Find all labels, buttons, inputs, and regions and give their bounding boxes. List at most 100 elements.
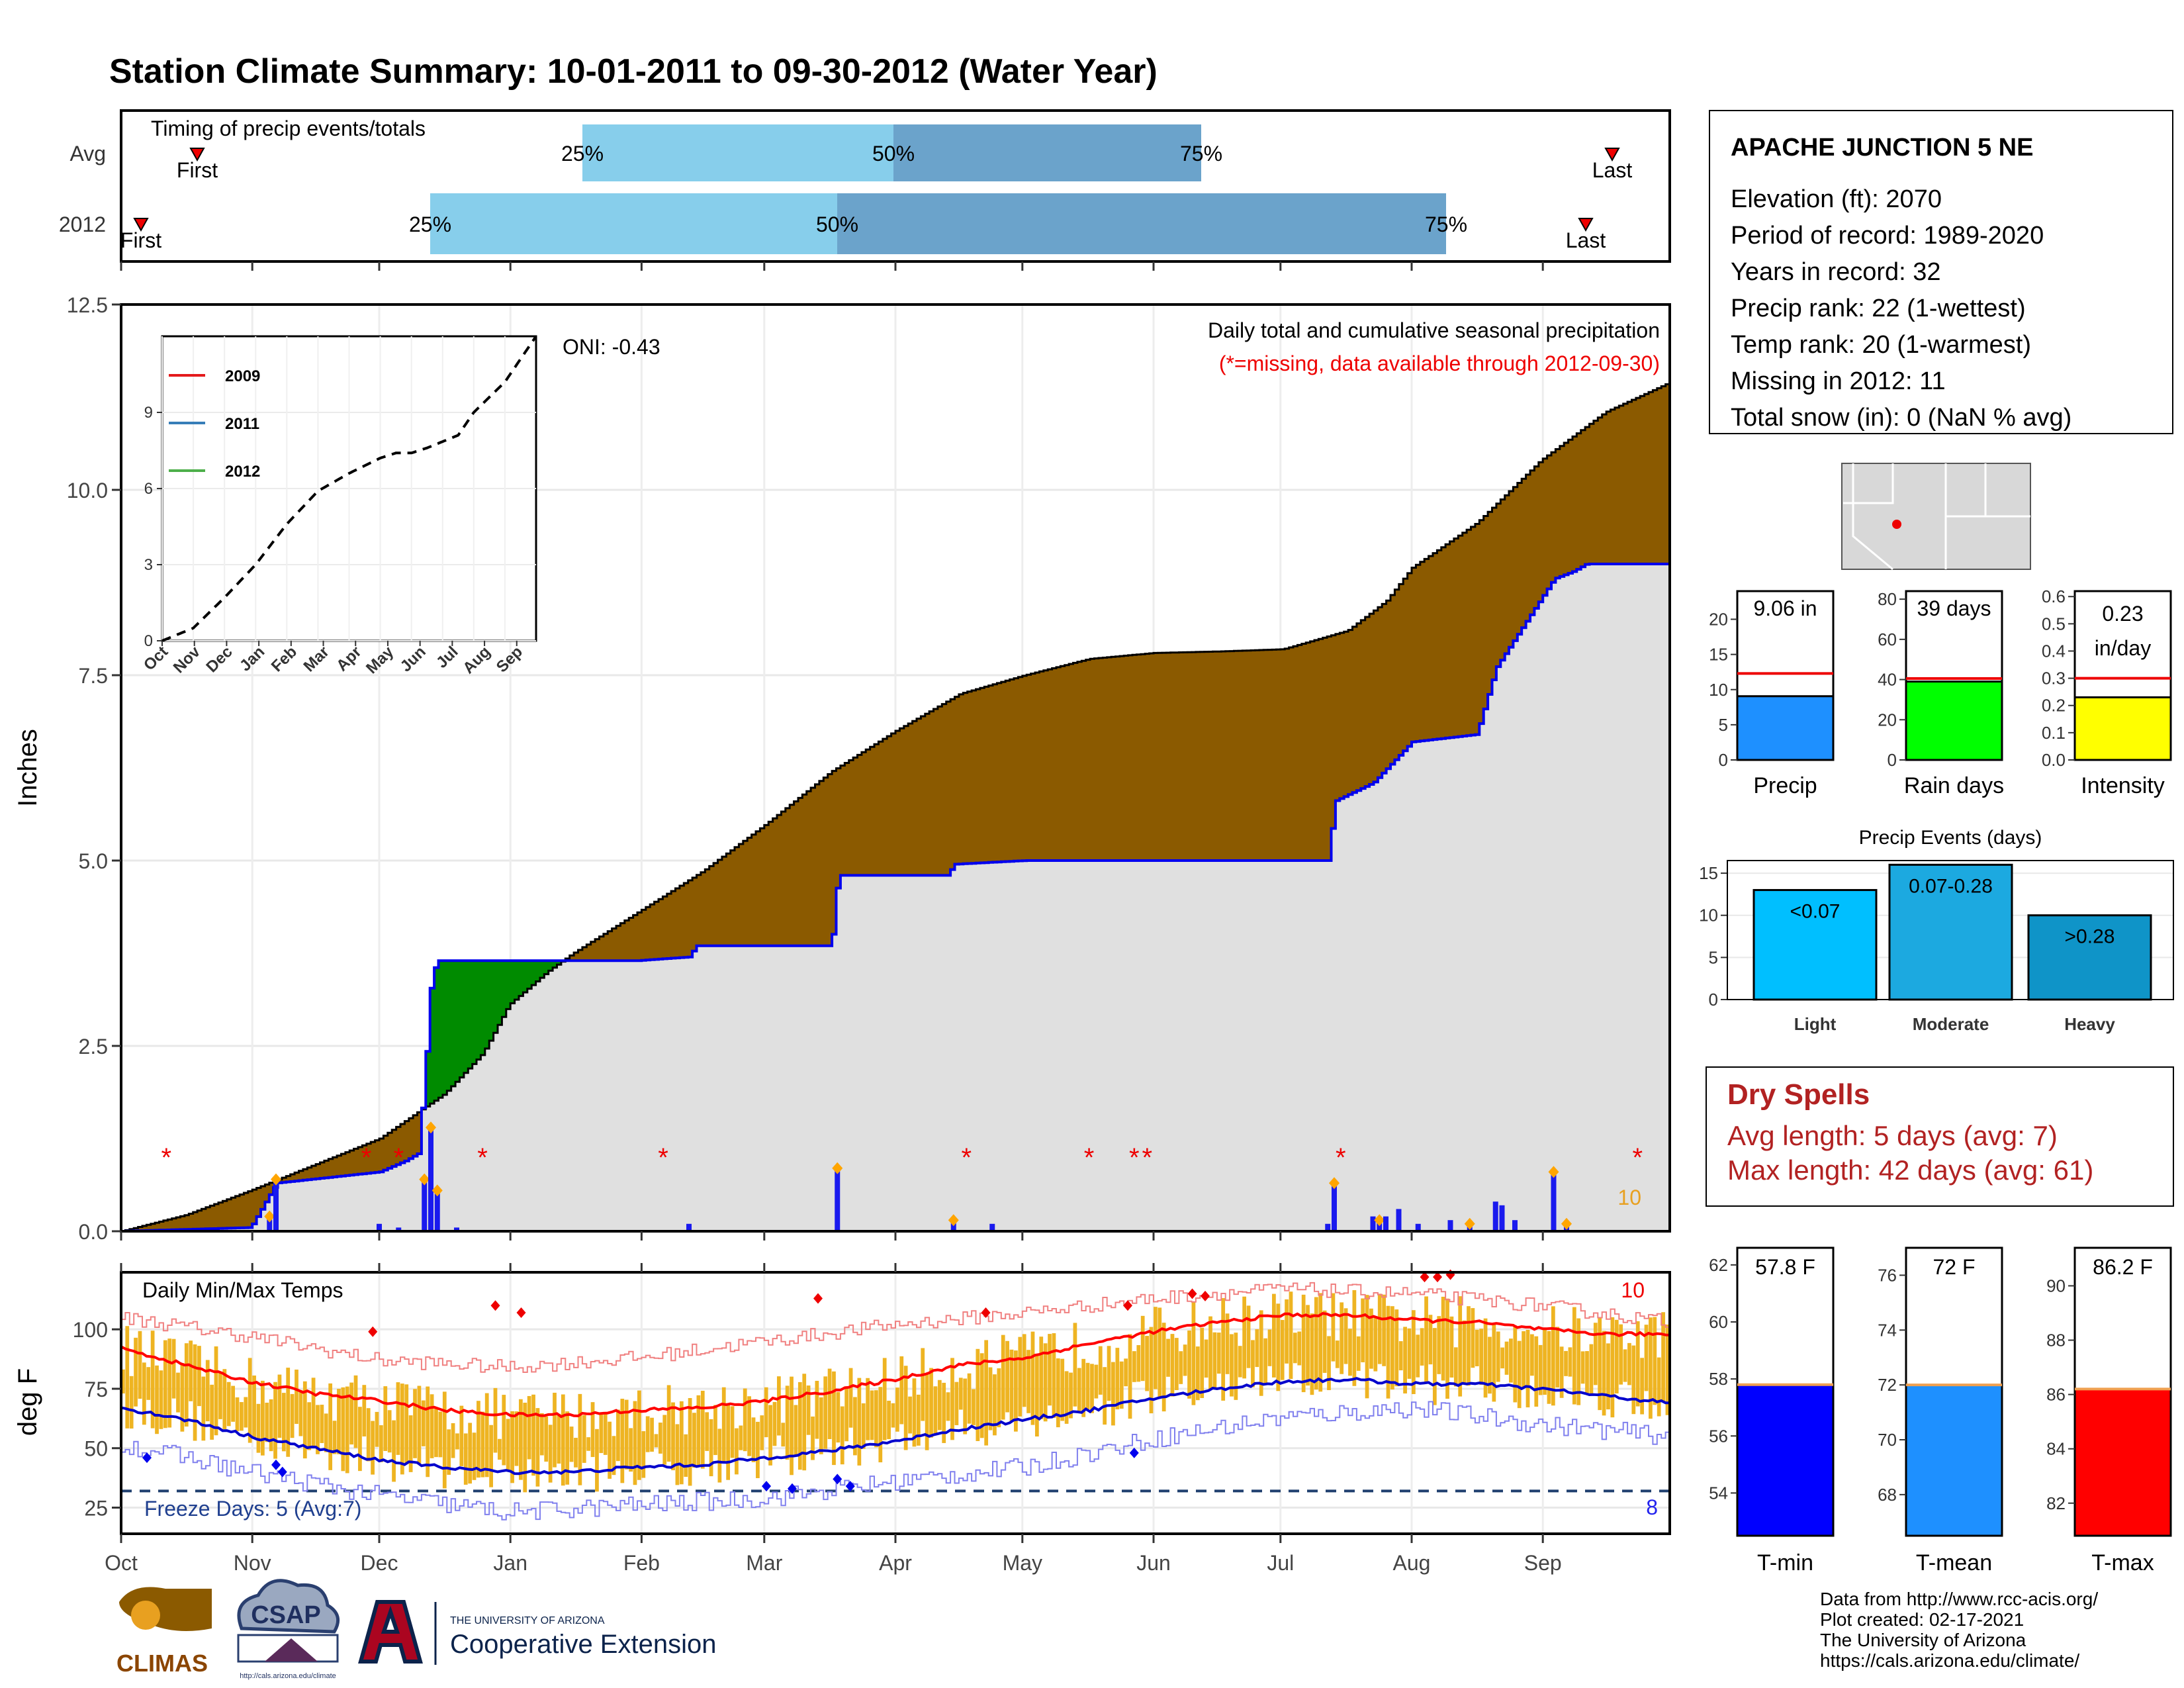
month-label: Jun [1136,1551,1171,1575]
daily-temp-bar [477,1401,480,1478]
missing-data-marker: * [1336,1143,1346,1172]
daily-temp-bar [933,1386,938,1434]
temp-summary-value: 72 F [1933,1255,1975,1279]
daily-temp-bar [1166,1338,1170,1377]
station-line-years: Years in record: 32 [1731,258,1941,286]
daily-temp-bar [463,1433,468,1485]
daily-temp-bar [277,1374,282,1438]
station-name: APACHE JUNCTION 5 NE [1731,134,2033,162]
daily-temp-bar [1340,1302,1344,1374]
daily-temp-bar [544,1416,549,1462]
daily-temp-bar [1525,1329,1530,1408]
daily-temp-bar [1064,1371,1069,1424]
y2012-first-marker [133,218,149,232]
daily-temp-bar [595,1429,599,1492]
daily-temp-bar [578,1393,582,1485]
daily-temp-bar [1310,1313,1314,1395]
daily-temp-bar [1471,1308,1475,1368]
temp-count-min: 8 [1646,1495,1658,1519]
daily-temp-bar [1170,1334,1175,1397]
inset-xtick-label: Jul [433,643,462,672]
daily-temp-bar [1255,1329,1259,1368]
daily-temp-bar [1390,1306,1394,1390]
daily-temp-bar [1161,1323,1166,1412]
record-precip-marker [432,1184,443,1197]
daily-temp-bar [341,1387,345,1472]
daily-temp-bar [1386,1305,1390,1399]
daily-temp-bar [666,1385,671,1462]
daily-precip-bar [989,1223,995,1231]
daily-temp-bar [1580,1351,1585,1384]
daily-temp-bar [976,1348,980,1442]
daily-temp-bar [459,1405,464,1466]
temp-summary-ytick-label: 58 [1709,1369,1728,1389]
daily-temp-bar [1449,1316,1454,1378]
daily-precip-bar [1370,1216,1376,1231]
daily-precip-bar [835,1168,841,1231]
daily-temp-bar [760,1415,764,1450]
dry-spells-box: Dry Spells Avg length: 5 days (avg: 7) M… [1706,1066,2174,1207]
avg-first-marker [189,148,205,162]
temp-summary-ytick-label: 76 [1878,1265,1897,1285]
average-min-line [120,1377,1670,1476]
daily-temp-bar [1056,1358,1060,1428]
daily-temp-bar [925,1374,929,1450]
daily-temp-bar [328,1383,333,1470]
daily-temp-bar [1280,1320,1285,1380]
daily-temp-bar [447,1429,451,1475]
daily-temp-bar [125,1326,130,1429]
daily-temp-bar [472,1432,477,1480]
daily-temp-bar [290,1393,295,1438]
events-ytick-label: 5 [1709,947,1718,967]
daily-temp-bar [366,1408,371,1462]
events-bar-label: Moderate [1913,1014,1989,1034]
record-high-marker [981,1307,991,1319]
inset-legend-label: 2012 [225,463,260,481]
daily-temp-bar [1445,1298,1449,1399]
daily-temp-bar [1098,1346,1103,1395]
daily-temp-bar [1251,1340,1255,1387]
daily-temp-bar [590,1402,595,1458]
temp-summary-value: 57.8 F [1755,1255,1815,1279]
temp-summary-ytick-label: 82 [2046,1493,2066,1513]
inset-xtick-label: May [363,643,398,678]
daily-temp-bar [222,1369,227,1430]
daily-temp-bar [870,1390,874,1440]
oni-label: ONI: -0.43 [563,335,660,359]
daily-temp-bar [1475,1329,1479,1366]
mini-bar-ytick-label: 15 [1709,645,1728,665]
daily-temp-bar [1398,1341,1403,1371]
footer-university: The University of Arizona [1820,1630,2026,1650]
daily-temp-bar [265,1402,269,1442]
ua-logo-line1: THE UNIVERSITY OF ARIZONA [450,1615,605,1626]
daily-temp-bar [155,1365,159,1434]
daily-temp-bar [662,1415,667,1465]
daily-temp-bar [167,1338,172,1428]
mini-bar-ytick-label: 40 [1878,670,1897,690]
daily-temp-bar [1140,1315,1145,1382]
precip-ytick-label: 10.0 [67,479,108,502]
daily-temp-bar [675,1424,680,1485]
footer-url: https://cals.arizona.edu/climate/ [1820,1650,2079,1671]
daily-temp-bar [569,1427,574,1462]
station-line-elevation: Elevation (ft): 2070 [1731,185,1942,213]
daily-temp-bar [679,1401,684,1485]
record-high-marker [368,1326,378,1337]
month-label: Oct [105,1551,138,1575]
daily-temp-bar [1191,1301,1196,1405]
daily-temp-bar [455,1433,459,1450]
dry-spells-line2: Max length: 42 days (avg: 61) [1727,1154,2093,1186]
record-precip-marker [832,1162,843,1174]
daily-temp-bar [184,1343,189,1427]
daily-temp-bar [781,1423,786,1447]
y2012-q1-bar [430,193,837,254]
daily-temp-bar [637,1390,641,1480]
record-low-marker [277,1466,287,1477]
daily-temp-bar [273,1382,277,1459]
daily-temp-bar [1293,1333,1297,1364]
daily-temp-bar [1513,1325,1518,1403]
daily-temp-bar [1022,1334,1026,1407]
season-total-bars: 0 5 10 15 20 9.06 in Precip 0 20 40 60 80 39 days Rai… [1709,586,2172,798]
daily-temp-bar [205,1360,210,1422]
